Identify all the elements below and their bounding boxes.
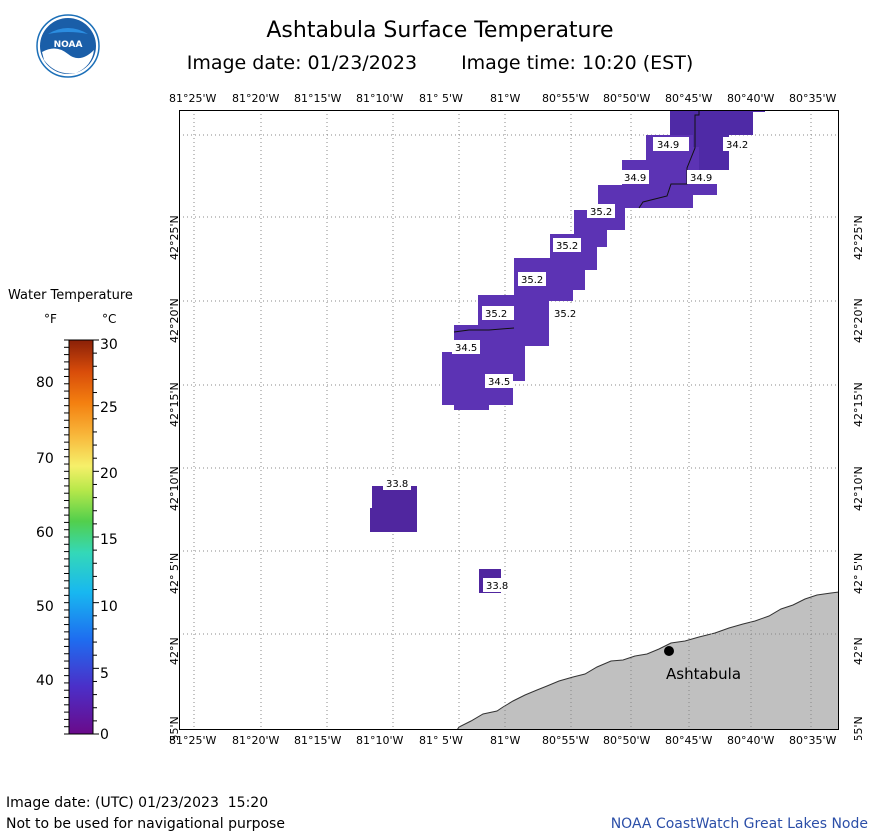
lat-label-right: 41°55'N xyxy=(852,716,865,740)
legend-unit-c: °C xyxy=(102,312,117,326)
temp-label: 35.2 xyxy=(485,309,507,320)
lon-label: 81°10'W xyxy=(356,92,404,105)
f-tick-label: 40 xyxy=(36,673,54,689)
city-label: Ashtabula xyxy=(666,665,741,683)
gridlines xyxy=(179,110,839,730)
temp-label: 34.9 xyxy=(624,173,646,184)
lon-label: 81°25'W xyxy=(169,92,217,105)
lon-label: 81°20'W xyxy=(232,92,280,105)
f-tick-label: 50 xyxy=(36,599,54,615)
page-title: Ashtabula Surface Temperature xyxy=(266,18,614,43)
logo-text: NOAA xyxy=(54,40,83,50)
temperature-map: 34.9 34.2 34.9 34.9 35.2 35.2 35.2 35.2 … xyxy=(179,110,839,730)
lat-label-right: 42°25'N xyxy=(852,215,865,260)
lon-label: 80°35'W xyxy=(789,92,837,105)
temp-label: 35.2 xyxy=(521,275,543,286)
lon-label: 81° 5'W xyxy=(419,92,463,105)
legend-unit-f: °F xyxy=(44,312,57,326)
temp-label: 35.2 xyxy=(554,309,576,320)
colorbar-gradient xyxy=(68,339,94,735)
lat-label-left: 42°15'N xyxy=(168,382,181,427)
noaa-logo-icon: NOAA xyxy=(36,14,100,78)
lat-label-right: 42° 5'N xyxy=(852,553,865,594)
temp-label: 35.2 xyxy=(556,241,578,252)
c-tick-label: 5 xyxy=(100,666,109,682)
lat-label-left: 42°25'N xyxy=(168,215,181,260)
source-credit: NOAA CoastWatch Great Lakes Node xyxy=(610,816,868,832)
c-tick-label: 10 xyxy=(100,599,118,615)
c-tick-label: 25 xyxy=(100,400,118,416)
c-tick-label: 20 xyxy=(100,466,118,482)
lon-label: 81°10'W xyxy=(356,734,404,747)
temp-label: 34.5 xyxy=(455,343,477,354)
c-tick-label: 0 xyxy=(100,727,109,743)
temperature-colorbar: 80 70 60 50 40 30 25 20 15 10 5 0 xyxy=(36,337,118,743)
c-tick-label: 30 xyxy=(100,337,118,353)
image-date: Image date: 01/23/2023 xyxy=(186,52,418,74)
lon-label: 80°55'W xyxy=(542,734,590,747)
lon-label: 81°W xyxy=(490,734,521,747)
lon-label: 81°20'W xyxy=(232,734,280,747)
image-time: Image time: 10:20 (EST) xyxy=(461,52,694,74)
lat-labels: 42°25'N 42°20'N 42°15'N 42°10'N 42° 5'N … xyxy=(168,215,865,740)
utc-image-date: Image date: (UTC) 01/23/2023 15:20 xyxy=(6,795,269,811)
lat-label-left: 42°N xyxy=(168,637,181,665)
lat-label-left: 42°20'N xyxy=(168,298,181,343)
lat-label-right: 42°15'N xyxy=(852,382,865,427)
temp-label: 34.5 xyxy=(488,377,510,388)
lat-label-left: 42° 5'N xyxy=(168,553,181,594)
f-tick-label: 80 xyxy=(36,375,54,391)
legend-title: Water Temperature xyxy=(8,288,133,303)
lon-label: 80°40'W xyxy=(727,734,775,747)
temp-label: 34.9 xyxy=(690,173,712,184)
lon-label: 80°50'W xyxy=(603,734,651,747)
lon-label: 81°15'W xyxy=(294,734,342,747)
lat-label-right: 42°N xyxy=(852,637,865,665)
lon-label: 80°40'W xyxy=(727,92,775,105)
lon-label: 81°W xyxy=(490,92,521,105)
temp-label: 33.8 xyxy=(386,479,408,490)
temp-label: 34.9 xyxy=(657,140,679,151)
lon-label: 81°15'W xyxy=(294,92,342,105)
lat-label-right: 42°20'N xyxy=(852,298,865,343)
navigation-warning: Not to be used for navigational purpose xyxy=(6,816,285,832)
lat-label-left: 41°55'N xyxy=(168,716,181,740)
image-datetime: Image date: 01/23/2023 Image time: 10:20 … xyxy=(0,52,880,74)
lon-label: 81°25'W xyxy=(169,734,217,747)
lon-label: 80°35'W xyxy=(789,734,837,747)
f-tick-label: 70 xyxy=(36,451,54,467)
lon-label: 81° 5'W xyxy=(419,734,463,747)
city-marker-icon xyxy=(664,646,674,656)
lat-label-left: 42°10'N xyxy=(168,466,181,511)
c-tick-label: 15 xyxy=(100,532,118,548)
temp-label: 35.2 xyxy=(590,207,612,218)
temp-label: 33.8 xyxy=(486,581,508,592)
water-temperature-pixels xyxy=(370,110,765,593)
lon-label: 80°45'W xyxy=(665,92,713,105)
temp-label: 34.2 xyxy=(726,140,748,151)
lon-label: 80°45'W xyxy=(665,734,713,747)
lat-label-right: 42°10'N xyxy=(852,466,865,511)
lon-label: 80°50'W xyxy=(603,92,651,105)
map-frame xyxy=(179,110,839,730)
f-tick-label: 60 xyxy=(36,525,54,541)
temperature-labels: 34.9 34.2 34.9 34.9 35.2 35.2 35.2 35.2 … xyxy=(383,137,755,592)
lon-label: 80°55'W xyxy=(542,92,590,105)
land-area xyxy=(456,591,839,730)
